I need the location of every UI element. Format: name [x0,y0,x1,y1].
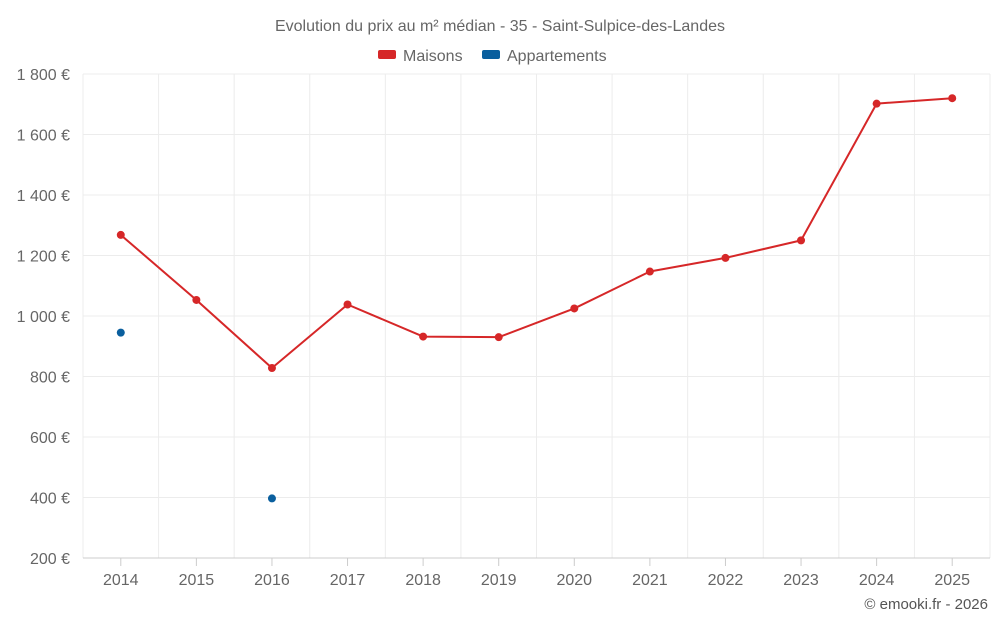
data-point-appartements[interactable] [267,494,276,503]
x-tick-label: 2019 [481,572,517,589]
x-tick-label: 2020 [556,572,592,589]
grid [82,73,991,559]
series-layer [116,94,957,503]
series-line-maisons [120,97,953,370]
legend-item-appartements[interactable]: Appartements [482,48,607,65]
y-tick-label: 400 € [30,491,70,508]
data-point-maisons[interactable] [721,253,730,262]
y-tick-label: 800 € [30,370,70,387]
y-tick-label: 200 € [30,551,70,568]
legend-swatch-maisons [378,50,396,59]
y-tick-label: 1 600 € [17,128,70,145]
x-tick-label: 2025 [934,572,970,589]
x-tick-label: 2023 [783,572,819,589]
credit: © emooki.fr - 2026 [864,596,988,613]
x-tick-label: 2022 [708,572,744,589]
data-point-maisons[interactable] [948,94,957,103]
legend-label-appartements: Appartements [507,48,607,65]
data-point-maisons[interactable] [494,333,503,342]
x-tick-label: 2017 [330,572,366,589]
y-tick-label: 600 € [30,430,70,447]
y-tick-label: 1 200 € [17,249,70,266]
data-point-maisons[interactable] [872,99,881,108]
data-point-maisons[interactable] [645,267,654,276]
legend-item-maisons[interactable]: Maisons [378,48,463,65]
data-point-maisons[interactable] [267,364,276,373]
x-tick-label: 2015 [179,572,215,589]
x-axis-ticks: 2014 2015 2016 2017 2018 2019 2020 2021 2022 2023… [103,558,970,589]
x-tick-label: 2016 [254,572,290,589]
legend-swatch-appartements [482,50,500,59]
data-point-maisons[interactable] [570,304,579,313]
y-axis-ticks: 200 € 400 € 600 € 800 € 1 000 € 1 200 € 1 400 … [17,67,70,568]
chart-title: Evolution du prix au m² médian - 35 - Sa… [275,18,725,35]
x-tick-label: 2018 [405,572,441,589]
y-tick-label: 1 400 € [17,188,70,205]
data-point-appartements[interactable] [116,328,125,337]
data-point-maisons[interactable] [343,300,352,309]
data-point-maisons[interactable] [192,295,201,304]
y-tick-label: 1 000 € [17,309,70,326]
x-tick-label: 2021 [632,572,668,589]
legend: Maisons Appartements [378,48,607,65]
legend-label-maisons: Maisons [403,48,463,65]
y-tick-label: 1 800 € [17,67,70,84]
data-point-maisons[interactable] [797,236,806,245]
x-tick-label: 2014 [103,572,139,589]
x-tick-label: 2024 [859,572,895,589]
data-point-maisons[interactable] [419,332,428,341]
data-point-maisons[interactable] [116,230,125,239]
